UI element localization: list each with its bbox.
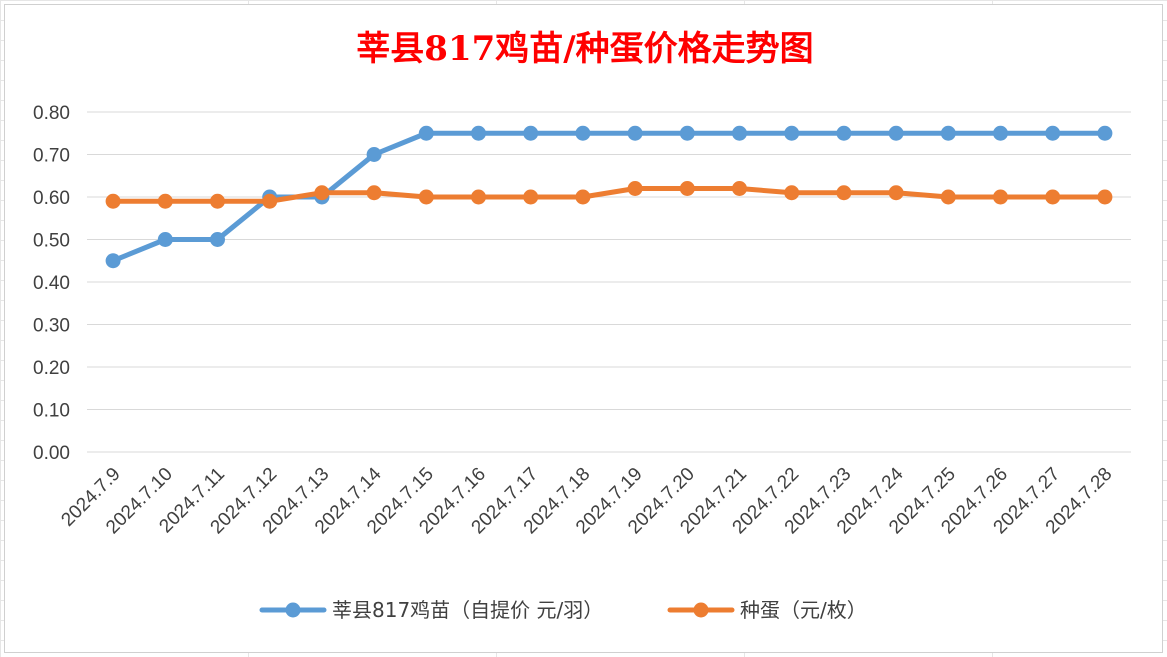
data-point[interactable] — [732, 181, 747, 196]
legend-item: 种蛋（元/枚） — [667, 598, 867, 622]
legend-label: 莘县817鸡苗（自提价 元/羽） — [332, 598, 603, 622]
data-point[interactable] — [471, 189, 486, 205]
data-point[interactable] — [1097, 125, 1113, 141]
data-point[interactable] — [888, 125, 904, 141]
series-2 — [105, 181, 1113, 209]
y-tick-label: 0.40 — [33, 273, 70, 294]
series-lines — [105, 125, 1113, 269]
data-point[interactable] — [1097, 189, 1113, 205]
data-point[interactable] — [105, 253, 121, 269]
data-point[interactable] — [993, 189, 1008, 205]
y-tick-label: 0.60 — [33, 188, 70, 209]
data-point[interactable] — [1045, 189, 1061, 205]
data-point[interactable] — [314, 185, 330, 201]
legend-swatch-marker — [285, 602, 301, 618]
data-point[interactable] — [940, 189, 956, 205]
data-point[interactable] — [418, 125, 434, 141]
legend: 莘县817鸡苗（自提价 元/羽） 种蛋（元/枚） — [259, 598, 867, 622]
y-tick-label: 0.10 — [33, 401, 70, 422]
data-point[interactable] — [679, 181, 695, 196]
legend-item: 莘县817鸡苗（自提价 元/羽） — [259, 598, 603, 622]
data-point[interactable] — [157, 193, 173, 209]
data-point[interactable] — [262, 193, 278, 209]
y-tick-label: 0.30 — [33, 316, 70, 337]
data-point[interactable] — [836, 185, 852, 201]
data-point[interactable] — [993, 125, 1008, 141]
data-point[interactable] — [157, 232, 173, 247]
data-point[interactable] — [523, 125, 539, 141]
x-axis-ticks: 2024.7.92024.7.102024.7.112024.7.122024.… — [57, 463, 1116, 538]
data-point[interactable] — [523, 189, 539, 205]
data-point[interactable] — [784, 125, 800, 141]
gridlines — [87, 111, 1131, 453]
data-point[interactable] — [575, 189, 591, 205]
data-point[interactable] — [471, 125, 486, 141]
data-point[interactable] — [210, 232, 225, 247]
legend-swatch-marker — [693, 602, 709, 618]
y-tick-label: 0.80 — [33, 103, 70, 124]
data-point[interactable] — [210, 193, 225, 209]
data-point[interactable] — [888, 185, 904, 201]
series-line — [110, 130, 1108, 264]
data-point[interactable] — [366, 185, 382, 201]
data-point[interactable] — [105, 193, 121, 209]
data-point[interactable] — [940, 125, 956, 141]
data-point[interactable] — [732, 125, 747, 141]
legend-label: 种蛋（元/枚） — [740, 598, 867, 622]
y-tick-label: 0.70 — [33, 146, 70, 167]
data-point[interactable] — [627, 181, 643, 196]
data-point[interactable] — [366, 147, 382, 162]
data-point[interactable] — [784, 185, 800, 201]
y-tick-label: 0.00 — [33, 443, 70, 464]
data-point[interactable] — [418, 189, 434, 205]
y-axis-ticks: 0.00 0.10 0.20 0.30 0.40 0.50 0.60 0.70 0.80 — [33, 103, 70, 464]
series-line — [110, 186, 1108, 204]
series-1 — [105, 125, 1113, 269]
y-tick-label: 0.50 — [33, 231, 70, 252]
data-point[interactable] — [575, 125, 591, 141]
data-point[interactable] — [679, 125, 695, 141]
data-point[interactable] — [1045, 125, 1061, 141]
chart-title: 莘县817鸡苗/种蛋价格走势图 — [356, 29, 813, 69]
data-point[interactable] — [836, 125, 852, 141]
y-tick-label: 0.20 — [33, 358, 70, 379]
data-point[interactable] — [627, 125, 643, 141]
